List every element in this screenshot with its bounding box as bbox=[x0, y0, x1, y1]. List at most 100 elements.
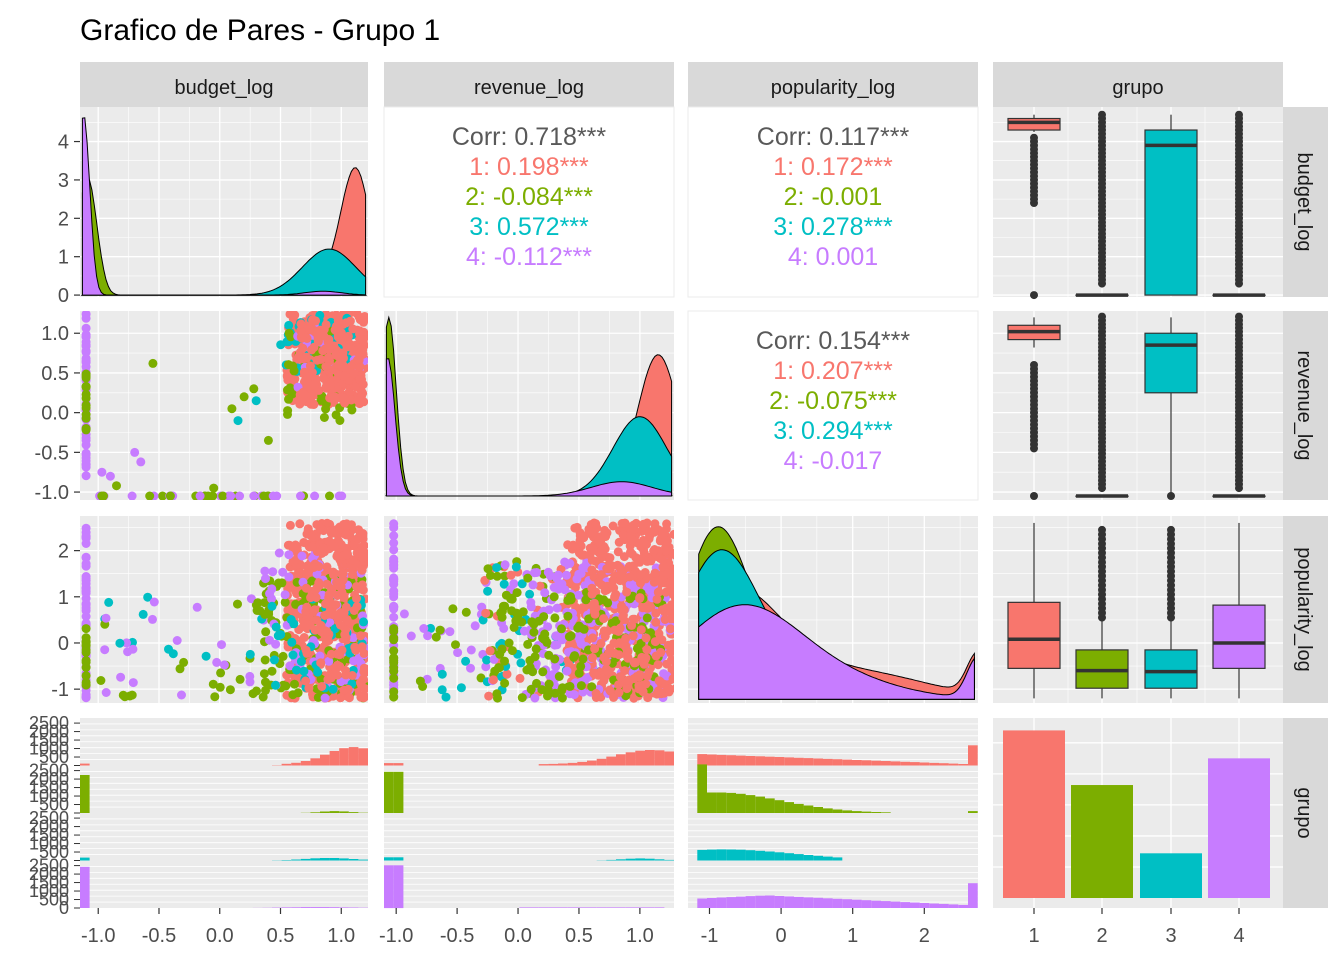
scatter-point bbox=[605, 649, 614, 658]
box-outlier bbox=[1030, 492, 1038, 500]
chart-title: Grafico de Pares - Grupo 1 bbox=[80, 14, 440, 47]
scatter-point bbox=[663, 569, 672, 578]
scatter-point bbox=[265, 636, 274, 645]
scatter-point bbox=[212, 658, 221, 667]
scatter-point bbox=[261, 627, 270, 636]
histogram-bar bbox=[736, 794, 746, 813]
scatter-point bbox=[519, 607, 528, 616]
scatter-point bbox=[558, 694, 567, 703]
histogram-bar bbox=[862, 900, 872, 908]
histogram-bar bbox=[900, 902, 910, 908]
scatter-point bbox=[217, 640, 226, 649]
scatter-point bbox=[279, 652, 288, 661]
histogram-bar bbox=[80, 775, 90, 813]
histogram-bar bbox=[597, 907, 607, 908]
scatter-point bbox=[331, 664, 340, 673]
box-group-1 bbox=[1008, 602, 1060, 668]
scatter-point bbox=[516, 658, 525, 667]
scatter-point bbox=[389, 545, 398, 554]
scatter-point bbox=[636, 570, 645, 579]
histogram-bar bbox=[635, 907, 645, 908]
scatter-point bbox=[550, 655, 559, 664]
histogram-bar bbox=[717, 849, 727, 860]
scatter-point bbox=[526, 598, 535, 607]
scatter-point bbox=[621, 634, 630, 643]
scatter-point bbox=[646, 556, 655, 565]
histogram-bar bbox=[765, 757, 775, 766]
y-tick-label: 0.5 bbox=[41, 363, 69, 385]
scatter-point bbox=[603, 667, 612, 676]
scatter-point bbox=[601, 586, 610, 595]
y-tick-label: -1.0 bbox=[35, 482, 69, 504]
bar-group-4 bbox=[1208, 758, 1270, 898]
scatter-point bbox=[512, 563, 521, 572]
correlation-text: 4: -0.112*** bbox=[466, 243, 592, 271]
scatter-point bbox=[570, 651, 579, 660]
scatter-point bbox=[296, 492, 305, 501]
y-tick-label: -0.5 bbox=[35, 442, 69, 464]
scatter-point bbox=[565, 559, 574, 568]
x-tick-label: 2 bbox=[919, 925, 930, 947]
scatter-point bbox=[651, 618, 660, 627]
scatter-point bbox=[139, 610, 148, 619]
histogram-bar bbox=[358, 860, 368, 861]
scatter-point bbox=[82, 604, 91, 613]
x-tick-label: -1.0 bbox=[81, 925, 115, 947]
scatter-point bbox=[466, 664, 475, 673]
scatter-point bbox=[82, 354, 91, 363]
scatter-point bbox=[538, 667, 547, 676]
strip-label-grupo: grupo bbox=[1112, 77, 1163, 99]
scatter-point bbox=[626, 548, 635, 557]
scatter-point bbox=[389, 574, 398, 583]
scatter-point bbox=[342, 531, 351, 540]
scatter-point bbox=[657, 635, 666, 644]
scatter-point bbox=[639, 687, 648, 696]
scatter-point bbox=[290, 680, 299, 689]
scatter-point bbox=[645, 667, 654, 676]
histogram-bar bbox=[655, 750, 665, 765]
scatter-point bbox=[335, 650, 344, 659]
correlation-text: Corr: 0.718*** bbox=[452, 123, 607, 151]
histogram-bar bbox=[958, 905, 968, 908]
histogram-bar bbox=[833, 759, 843, 765]
box-outlier bbox=[1167, 526, 1175, 534]
histogram-bar bbox=[394, 763, 404, 765]
histogram-bar bbox=[320, 812, 330, 814]
histogram-bar bbox=[394, 772, 404, 813]
scatter-point bbox=[310, 605, 319, 614]
scatter-point bbox=[522, 666, 531, 675]
scatter-point bbox=[352, 594, 361, 603]
scatter-point bbox=[332, 322, 341, 331]
scatter-point bbox=[588, 633, 597, 642]
scatter-point bbox=[359, 318, 368, 327]
scatter-point bbox=[264, 436, 273, 445]
scatter-point bbox=[268, 567, 277, 576]
scatter-point bbox=[82, 658, 91, 667]
scatter-point bbox=[502, 591, 511, 600]
scatter-point bbox=[306, 362, 315, 371]
scatter-point bbox=[563, 612, 572, 621]
histogram-bar bbox=[717, 793, 727, 814]
scatter-point bbox=[492, 689, 501, 698]
histogram-bar bbox=[823, 808, 833, 813]
scatter-point bbox=[389, 589, 398, 598]
scatter-point bbox=[112, 481, 121, 490]
histogram-bar bbox=[529, 907, 539, 908]
histogram-bar bbox=[645, 859, 655, 861]
scatter-point bbox=[527, 685, 536, 694]
scatter-point bbox=[489, 675, 498, 684]
scatter-point bbox=[269, 492, 278, 501]
scatter-point bbox=[486, 646, 495, 655]
scatter-point bbox=[580, 550, 589, 559]
scatter-point bbox=[216, 683, 225, 692]
scatter-point bbox=[578, 563, 587, 572]
scatter-point bbox=[566, 682, 575, 691]
scatter-point bbox=[319, 544, 328, 553]
scatter-point bbox=[226, 492, 235, 501]
strip-label-revenue_log: revenue_log bbox=[474, 77, 584, 99]
scatter-point bbox=[249, 384, 258, 393]
scatter-point bbox=[603, 598, 612, 607]
scatter-point bbox=[642, 634, 651, 643]
histogram-bar bbox=[881, 761, 891, 766]
